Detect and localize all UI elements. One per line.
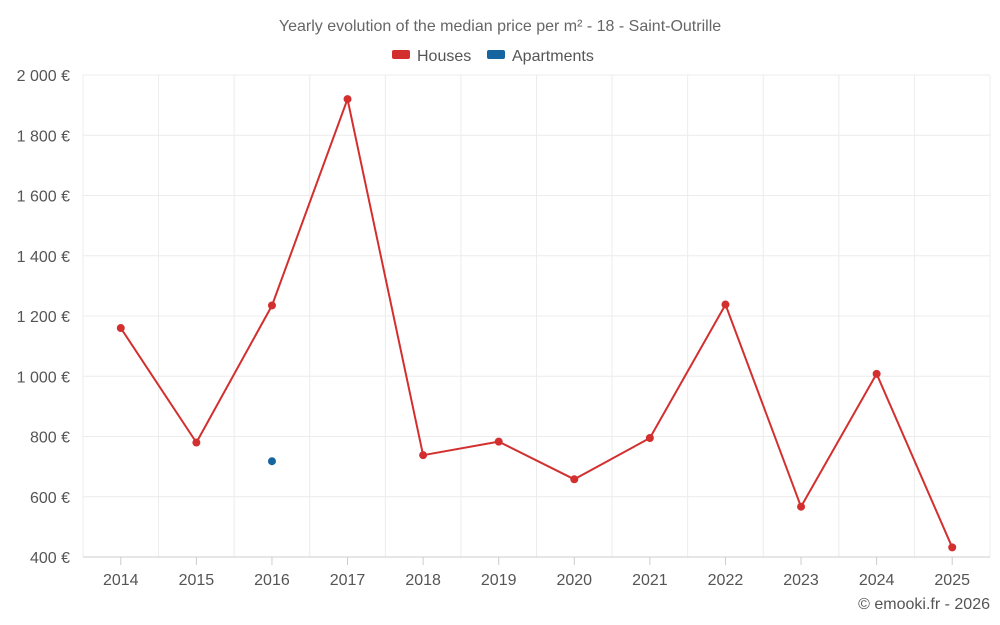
y-tick-label: 1 200 € <box>17 309 70 326</box>
x-axis-ticks: 2014 2015 2016 2017 2018 2019 2020 2021 2022 2023… <box>103 557 970 589</box>
y-tick-label: 1 000 € <box>17 369 70 386</box>
legend-item-apartments[interactable]: Apartments <box>487 48 594 65</box>
data-point-houses[interactable] <box>797 502 806 511</box>
y-tick-label: 600 € <box>30 490 70 507</box>
y-tick-label: 800 € <box>30 430 70 447</box>
x-tick-label: 2015 <box>179 572 215 589</box>
y-axis-ticks: 2 000 € 1 800 € 1 600 € 1 400 € 1 200 € 1 000… <box>17 68 70 567</box>
y-tick-label: 1 400 € <box>17 249 70 266</box>
data-point-apartments[interactable] <box>267 457 276 466</box>
legend-item-houses[interactable]: Houses <box>392 48 471 65</box>
y-tick-label: 1 800 € <box>17 128 70 145</box>
series-line-houses <box>119 98 954 548</box>
data-point-houses[interactable] <box>192 438 201 447</box>
data-point-houses[interactable] <box>419 451 428 460</box>
y-tick-label: 2 000 € <box>17 68 70 85</box>
x-tick-label: 2023 <box>783 572 819 589</box>
x-tick-label: 2014 <box>103 572 139 589</box>
chart-title: Yearly evolution of the median price per… <box>279 18 721 35</box>
data-point-houses[interactable] <box>570 475 579 484</box>
x-tick-label: 2016 <box>254 572 290 589</box>
data-point-houses[interactable] <box>116 324 125 333</box>
legend-swatch-houses <box>392 50 410 59</box>
x-tick-label: 2025 <box>934 572 970 589</box>
x-tick-label: 2021 <box>632 572 668 589</box>
data-point-houses[interactable] <box>872 369 881 378</box>
x-tick-label: 2018 <box>405 572 441 589</box>
x-tick-label: 2019 <box>481 572 517 589</box>
legend: Houses Apartments <box>392 48 594 65</box>
y-tick-label: 1 600 € <box>17 189 70 206</box>
grid <box>82 74 991 557</box>
legend-label-apartments: Apartments <box>512 48 594 65</box>
series <box>116 95 957 552</box>
data-point-houses[interactable] <box>645 434 654 443</box>
data-point-houses[interactable] <box>267 301 276 310</box>
x-tick-label: 2020 <box>556 572 592 589</box>
data-point-houses[interactable] <box>494 437 503 446</box>
data-point-houses[interactable] <box>948 543 957 552</box>
data-point-houses[interactable] <box>343 95 352 104</box>
x-tick-label: 2017 <box>330 572 366 589</box>
x-tick-label: 2022 <box>708 572 744 589</box>
x-tick-label: 2024 <box>859 572 895 589</box>
legend-swatch-apartments <box>487 50 505 59</box>
y-tick-label: 400 € <box>30 550 70 567</box>
legend-label-houses: Houses <box>417 48 471 65</box>
data-point-houses[interactable] <box>721 300 730 309</box>
credit-text: © emooki.fr - 2026 <box>858 596 990 613</box>
